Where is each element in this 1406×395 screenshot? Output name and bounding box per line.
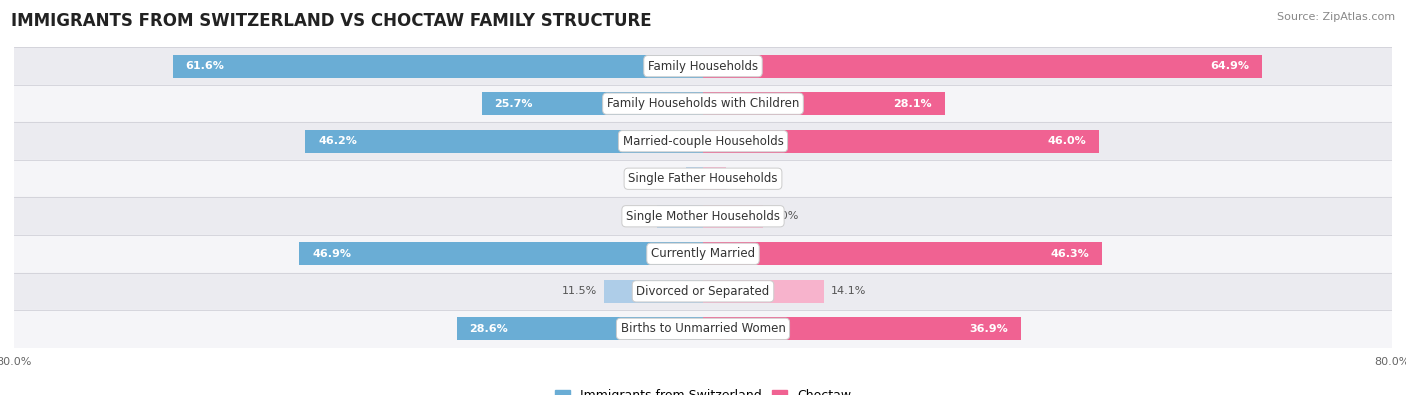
Text: 28.1%: 28.1% (893, 99, 932, 109)
Bar (457, 317, 703, 340)
Text: Family Households: Family Households (648, 60, 758, 73)
Text: 2.0%: 2.0% (651, 174, 679, 184)
Bar (14, 273, 1392, 310)
Text: Single Father Households: Single Father Households (628, 172, 778, 185)
Text: Source: ZipAtlas.com: Source: ZipAtlas.com (1277, 12, 1395, 22)
Bar (703, 242, 1102, 265)
Bar (703, 167, 727, 190)
Bar (703, 92, 945, 115)
Text: Births to Unmarried Women: Births to Unmarried Women (620, 322, 786, 335)
Bar (173, 55, 703, 78)
Text: 25.7%: 25.7% (495, 99, 533, 109)
Text: Divorced or Separated: Divorced or Separated (637, 285, 769, 298)
Bar (14, 122, 1392, 160)
Text: Family Households with Children: Family Households with Children (607, 97, 799, 110)
Bar (14, 235, 1392, 273)
Legend: Immigrants from Switzerland, Choctaw: Immigrants from Switzerland, Choctaw (550, 384, 856, 395)
Bar (305, 130, 703, 153)
Text: Married-couple Households: Married-couple Households (623, 135, 783, 148)
Text: 46.2%: 46.2% (318, 136, 357, 146)
Text: 14.1%: 14.1% (831, 286, 866, 296)
Text: 5.3%: 5.3% (623, 211, 651, 221)
Text: Single Mother Households: Single Mother Households (626, 210, 780, 223)
Bar (703, 317, 1021, 340)
Text: 36.9%: 36.9% (969, 324, 1008, 334)
Text: Currently Married: Currently Married (651, 247, 755, 260)
Bar (14, 85, 1392, 122)
Text: 64.9%: 64.9% (1211, 61, 1249, 71)
Text: 2.7%: 2.7% (733, 174, 762, 184)
Bar (14, 310, 1392, 348)
Bar (703, 205, 763, 228)
Text: IMMIGRANTS FROM SWITZERLAND VS CHOCTAW FAMILY STRUCTURE: IMMIGRANTS FROM SWITZERLAND VS CHOCTAW F… (11, 12, 652, 30)
Bar (14, 47, 1392, 85)
Bar (605, 280, 703, 303)
Text: 7.0%: 7.0% (770, 211, 799, 221)
Bar (703, 55, 1263, 78)
Text: 61.6%: 61.6% (186, 61, 225, 71)
Text: 46.3%: 46.3% (1050, 249, 1088, 259)
Bar (14, 160, 1392, 198)
Text: 46.0%: 46.0% (1047, 136, 1087, 146)
Bar (14, 198, 1392, 235)
Bar (658, 205, 703, 228)
Bar (703, 130, 1099, 153)
Text: 11.5%: 11.5% (562, 286, 598, 296)
Bar (703, 280, 824, 303)
Bar (686, 167, 703, 190)
Bar (482, 92, 703, 115)
Text: 46.9%: 46.9% (312, 249, 352, 259)
Bar (299, 242, 703, 265)
Text: 28.6%: 28.6% (470, 324, 509, 334)
